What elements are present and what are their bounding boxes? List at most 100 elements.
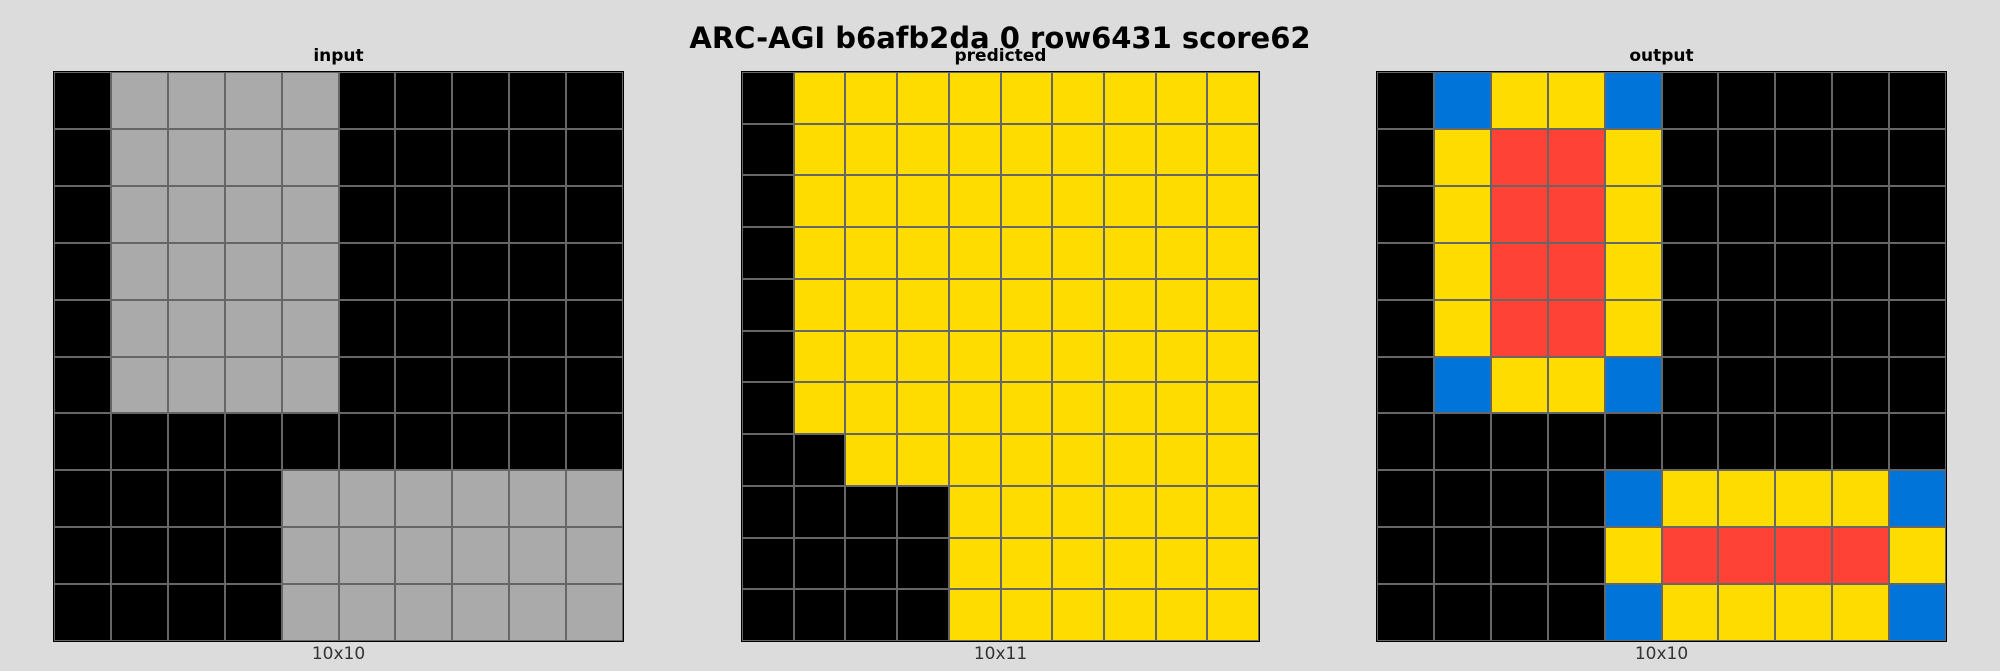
predicted-grid-cell — [1000, 278, 1053, 331]
input-grid-cell — [338, 185, 396, 243]
predicted-grid-cell — [793, 123, 846, 176]
output-grid-cell — [1718, 527, 1776, 585]
input-grid-cell — [110, 356, 168, 414]
predicted-grid-cell — [742, 72, 794, 124]
predicted-grid-cell — [742, 175, 794, 228]
predicted-grid-cell — [793, 434, 846, 486]
output-grid-cell — [1832, 356, 1890, 414]
output-grid-cell — [1889, 470, 1946, 528]
predicted-grid-cell — [897, 227, 949, 279]
output-grid-cell — [1547, 299, 1605, 357]
input-grid-cell — [224, 242, 282, 300]
input-grid-cell — [338, 584, 396, 641]
predicted-grid-cell — [1103, 589, 1156, 641]
predicted-grid-cell — [742, 382, 794, 435]
input-grid-cell — [509, 470, 567, 528]
input-grid-cell — [224, 299, 282, 357]
output-grid-cell — [1547, 527, 1605, 585]
output-grid-cell — [1547, 72, 1605, 129]
input-grid — [53, 71, 624, 642]
output-grid-cell — [1661, 470, 1719, 528]
predicted-grid-cell — [1000, 537, 1053, 590]
output-grid-cell — [1604, 128, 1662, 186]
input-grid-cell — [452, 299, 510, 357]
output-grid-cell — [1604, 470, 1662, 528]
predicted-grid-cell — [1052, 175, 1104, 228]
output-grid-cell — [1718, 356, 1776, 414]
predicted-grid-cell — [845, 175, 898, 228]
input-grid-cell — [509, 584, 567, 641]
input-grid-cell — [452, 584, 510, 641]
input-grid-cell — [167, 356, 225, 414]
output-grid-cell — [1547, 128, 1605, 186]
predicted-grid-cell — [897, 123, 949, 176]
output-grid-cell — [1433, 413, 1491, 471]
predicted-grid-cell — [742, 589, 794, 641]
input-grid-cell — [509, 128, 567, 186]
predicted-grid-cell — [742, 434, 794, 486]
input-grid-cell — [167, 242, 225, 300]
output-grid-cell — [1490, 413, 1548, 471]
predicted-grid-cell — [1103, 330, 1156, 383]
output-grid-cell — [1832, 128, 1890, 186]
input-grid-cell — [509, 413, 567, 471]
input-grid-cell — [338, 527, 396, 585]
input-grid-cell — [395, 413, 453, 471]
predicted-grid-cell — [1103, 278, 1156, 331]
output-grid-cell — [1718, 72, 1776, 129]
output-grid-cell — [1889, 185, 1946, 243]
input-grid-cell — [509, 299, 567, 357]
predicted-grid-cell — [948, 175, 1001, 228]
output-panel-label: output — [1629, 46, 1694, 66]
predicted-grid-cell — [1155, 330, 1208, 383]
output-grid-cell — [1775, 128, 1833, 186]
output-grid-cell — [1377, 185, 1434, 243]
input-grid-cell — [54, 470, 111, 528]
output-grid-cell — [1889, 299, 1946, 357]
output-grid-cell — [1433, 527, 1491, 585]
predicted-grid-cell — [845, 434, 898, 486]
input-grid-cell — [281, 413, 339, 471]
input-grid-cell — [566, 128, 623, 186]
predicted-grid-cell — [1052, 330, 1104, 383]
output-grid-cell — [1377, 128, 1434, 186]
output-grid-cell — [1377, 242, 1434, 300]
predicted-grid-cell — [1103, 72, 1156, 124]
output-grid-cell — [1604, 413, 1662, 471]
output-grid-cell — [1604, 527, 1662, 585]
output-grid-cell — [1832, 527, 1890, 585]
input-grid-cell — [452, 185, 510, 243]
predicted-grid-cell — [897, 175, 949, 228]
output-grid-cell — [1832, 413, 1890, 471]
input-grid-cell — [338, 242, 396, 300]
predicted-grid-cell — [1052, 382, 1104, 435]
output-grid-cell — [1377, 356, 1434, 414]
predicted-grid-cell — [1052, 537, 1104, 590]
output-grid-cell — [1604, 356, 1662, 414]
input-grid-cell — [566, 470, 623, 528]
predicted-grid-cell — [793, 330, 846, 383]
output-grid-cell — [1490, 185, 1548, 243]
input-grid-cell — [452, 356, 510, 414]
predicted-grid-cell — [948, 537, 1001, 590]
predicted-grid-cell — [897, 589, 949, 641]
input-grid-cell — [452, 128, 510, 186]
input-grid-cell — [54, 128, 111, 186]
output-grid-cell — [1377, 413, 1434, 471]
input-grid-cell — [110, 413, 168, 471]
predicted-grid-cell — [897, 537, 949, 590]
input-grid-cell — [167, 584, 225, 641]
predicted-grid-cell — [1103, 227, 1156, 279]
predicted-grid-cell — [1207, 485, 1259, 538]
input-grid-cell — [566, 356, 623, 414]
output-grid-cell — [1718, 128, 1776, 186]
output-grid-cell — [1547, 242, 1605, 300]
input-grid-cell — [167, 470, 225, 528]
input-grid-cell — [54, 413, 111, 471]
output-grid-cell — [1832, 584, 1890, 641]
predicted-grid-cell — [793, 72, 846, 124]
predicted-grid-cell — [1207, 330, 1259, 383]
predicted-grid-cell — [1052, 278, 1104, 331]
output-grid-cell — [1490, 242, 1548, 300]
input-grid-cell — [566, 185, 623, 243]
